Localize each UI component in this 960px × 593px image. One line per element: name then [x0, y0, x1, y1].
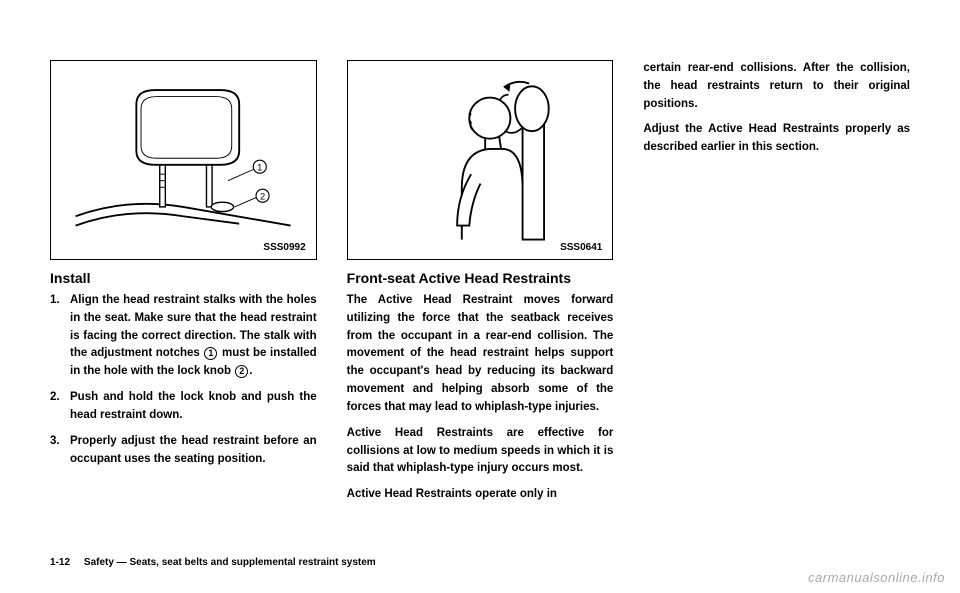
- column-3: certain rear-end collisions. After the c…: [643, 60, 910, 512]
- column3-text: certain rear-end collisions. After the c…: [643, 60, 910, 165]
- col3-p2: Adjust the Active Head Restraints proper…: [643, 121, 910, 157]
- col3-p1: certain rear-end collisions. After the c…: [643, 60, 910, 113]
- install-steps: Align the head restraint stalks with the…: [50, 292, 317, 476]
- person-illustration: [368, 76, 593, 244]
- page-footer: 1-12 Safety — Seats, seat belts and supp…: [50, 557, 376, 568]
- col2-p1: The Active Head Restraint moves forward …: [347, 292, 614, 417]
- svg-text:2: 2: [260, 191, 265, 201]
- figure-label-2: SSS0641: [560, 242, 602, 253]
- heading-install: Install: [50, 270, 317, 286]
- marker-2: 2: [235, 365, 248, 378]
- figure-headrest: 1 2 SSS0992: [50, 60, 317, 260]
- install-step-1: Align the head restraint stalks with the…: [50, 292, 317, 381]
- figure-person: SSS0641: [347, 60, 614, 260]
- install-step-3: Properly adjust the head restraint befor…: [50, 433, 317, 469]
- column-2: SSS0641 Front-seat Active Head Restraint…: [347, 60, 614, 512]
- svg-text:1: 1: [257, 162, 262, 172]
- page-number: 1-12: [50, 557, 70, 568]
- heading-active-restraints: Front-seat Active Head Restraints: [347, 270, 614, 286]
- figure-label-1: SSS0992: [263, 242, 305, 253]
- col2-p2: Active Head Restraints are effective for…: [347, 425, 614, 478]
- headrest-illustration: 1 2: [64, 76, 302, 244]
- section-title: Safety — Seats, seat belts and supplemen…: [84, 557, 376, 568]
- column2-text: The Active Head Restraint moves forward …: [347, 292, 614, 512]
- col2-p3: Active Head Restraints operate only in: [347, 486, 614, 504]
- install-step-2: Push and hold the lock knob and push the…: [50, 389, 317, 425]
- watermark: carmanualsonline.info: [808, 570, 945, 585]
- page-content: 1 2 SSS0992 Install Align the head restr…: [50, 60, 910, 512]
- marker-1: 1: [204, 347, 217, 360]
- column-1: 1 2 SSS0992 Install Align the head restr…: [50, 60, 317, 512]
